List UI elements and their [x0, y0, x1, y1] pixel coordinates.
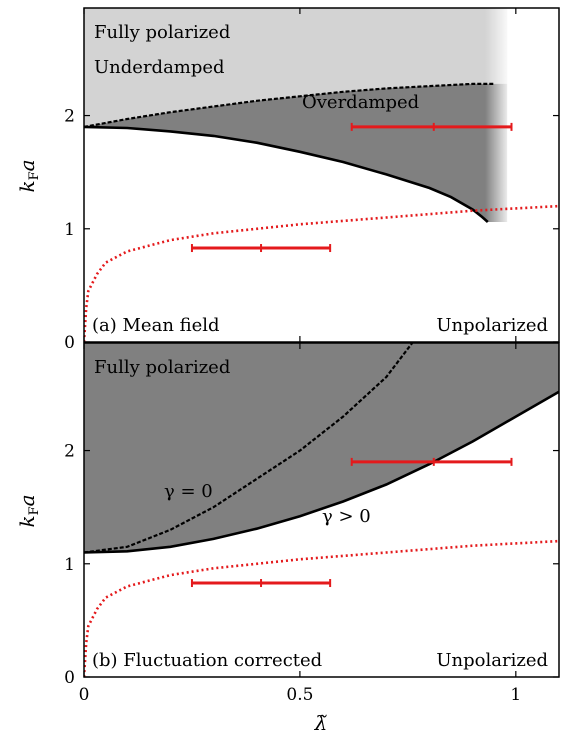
label-fully-polarized: Fully polarized	[94, 357, 230, 378]
frame-bottom	[83, 342, 560, 678]
region-overdamped	[84, 83, 508, 223]
y-tick-label: 1	[64, 555, 75, 575]
red-dotted-curve	[84, 204, 559, 342]
y-tick-label: 0	[64, 668, 75, 688]
gamma-positive-solid	[84, 390, 559, 554]
label-fully-polarized: Fully polarized	[94, 22, 230, 43]
panel-fluctuation-corrected	[84, 343, 559, 677]
panel-mean-field	[84, 8, 559, 342]
label-unpolarized: Unpolarized	[436, 650, 548, 671]
x-tick-label: 0	[79, 685, 90, 705]
y-tick-label: 2	[64, 442, 75, 462]
label-gamma-positive: γ > 0	[322, 506, 371, 527]
panel-label-a: (a) Mean field	[92, 315, 220, 336]
x-axis-title: λ̃	[314, 711, 328, 735]
region-underdamped	[84, 8, 508, 127]
lower-boundary-solid	[84, 125, 489, 223]
y-tick-label: 2	[64, 107, 75, 127]
panel-fluctuation-corrected-overlay: 0 1 2 0 0.5 1 Fully polarized γ = 0 γ > 0 Unpolar…	[64, 342, 560, 705]
label-underdamped: Underdamped	[94, 57, 225, 78]
x-tick-label: 0.5	[286, 685, 313, 705]
y-tick-label: 1	[64, 220, 75, 240]
frame-top	[83, 7, 560, 343]
region-fully-polarized	[84, 343, 559, 553]
label-overdamped: Overdamped	[302, 92, 419, 113]
y-tick-label: 0	[64, 333, 75, 353]
y-axis-title-top: kFa	[15, 159, 42, 192]
label-unpolarized: Unpolarized	[436, 315, 548, 336]
upper-boundary-dashed	[84, 82, 495, 128]
edge-fade	[485, 8, 512, 222]
y-axis-title-bottom: kFa	[15, 494, 42, 527]
x-tick-label: 1	[510, 685, 521, 705]
panel-mean-field-overlay: 0 1 2 Fully polarized Underdamped Overdamped U…	[64, 7, 560, 353]
red-dotted-curve	[84, 539, 559, 677]
label-gamma-zero: γ = 0	[164, 481, 213, 502]
panel-label-b: (b) Fluctuation corrected	[92, 650, 322, 671]
